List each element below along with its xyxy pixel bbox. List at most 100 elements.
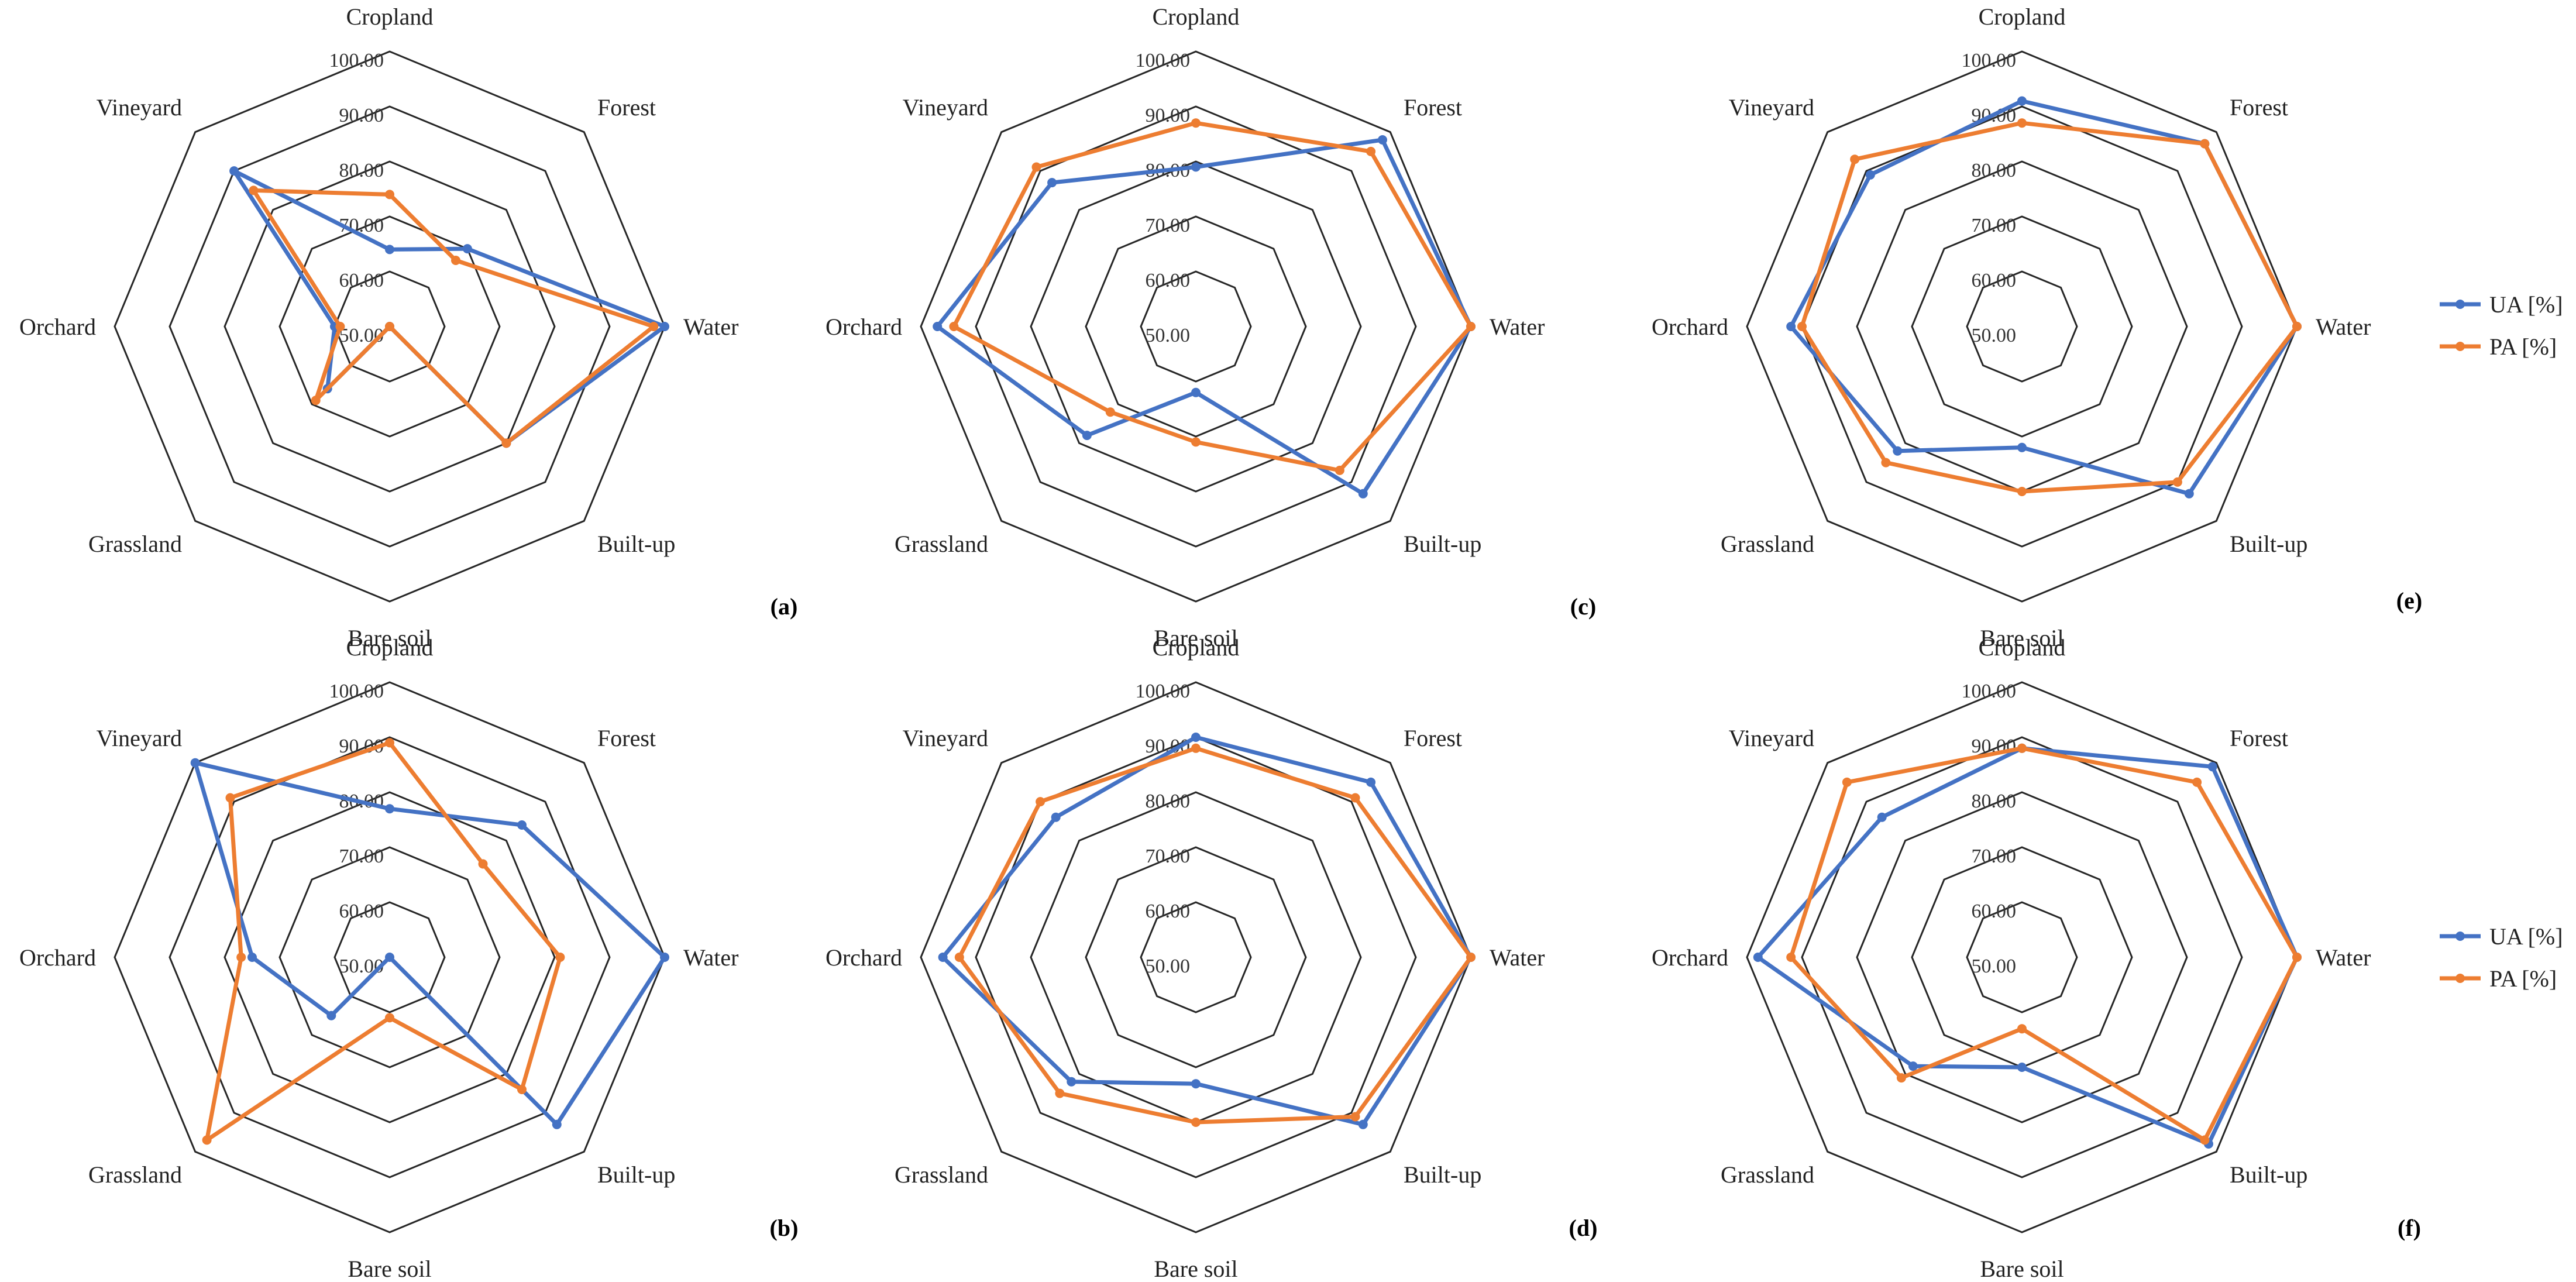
radial-tick-label: 70.00: [1146, 845, 1191, 867]
category-label: Grassland: [88, 1161, 182, 1188]
category-label: Vineyard: [903, 725, 988, 751]
radial-tick-label: 100.00: [1962, 680, 2017, 702]
pa-data-point: [1881, 458, 1891, 468]
ua-data-point: [660, 322, 669, 331]
radial-tick-label: 80.00: [1146, 790, 1191, 812]
pa-data-point: [335, 322, 345, 331]
radial-tick-label: 60.00: [339, 901, 384, 922]
pa-data-point: [1191, 437, 1201, 447]
radial-tick-label: 100.00: [1136, 680, 1191, 702]
pa-data-point: [1191, 118, 1201, 128]
ua-data-point: [1191, 162, 1201, 172]
ua-data-point: [1191, 1079, 1201, 1089]
radial-tick-label: 60.00: [1972, 270, 2017, 291]
legend-top: UA [%] PA [%]: [2440, 291, 2563, 360]
radar-panel: 50.0060.0070.0080.0090.00100.00CroplandF…: [1652, 634, 2421, 1282]
radial-tick-label: 80.00: [1972, 790, 2017, 812]
category-label: Bare soil: [348, 1256, 431, 1282]
category-label: Orchard: [1652, 944, 1728, 971]
category-label: Built-up: [1404, 531, 1481, 557]
grid-ring: [168, 105, 611, 548]
radar-panel: 50.0060.0070.0080.0090.00100.00CroplandF…: [19, 634, 798, 1282]
pa-data-point: [1031, 162, 1041, 172]
pa-data-point: [478, 859, 488, 869]
category-label: Grassland: [1721, 1161, 1814, 1188]
category-label: Water: [2316, 944, 2371, 971]
category-label: Grassland: [895, 1161, 988, 1188]
radial-tick-label: 70.00: [339, 845, 384, 867]
ua-series-line: [193, 761, 667, 1127]
radial-tick-label: 90.00: [339, 105, 384, 126]
ua-data-point: [1191, 733, 1201, 742]
legend-pa-marker-top: [2455, 342, 2465, 351]
radial-tick-label: 50.00: [339, 956, 384, 977]
pa-data-point: [1842, 777, 1852, 787]
pa-data-point: [1350, 1112, 1360, 1122]
category-label: Water: [1490, 944, 1545, 971]
pa-data-point: [1797, 322, 1807, 331]
ua-data-point: [1786, 322, 1796, 331]
legend-ua-marker-top: [2455, 300, 2465, 309]
category-label: Bare soil: [1980, 625, 2063, 651]
panel-label: (a): [771, 593, 798, 620]
grid-ring: [1911, 215, 2133, 438]
grid-ring: [1801, 736, 2243, 1178]
pa-series-line: [1789, 746, 2299, 1142]
pa-data-point: [649, 322, 659, 331]
radial-tick-label: 50.00: [1972, 325, 2017, 346]
ua-data-point: [385, 245, 394, 255]
radial-tick-label: 60.00: [1146, 270, 1191, 291]
pa-data-point: [1896, 1073, 1906, 1083]
ua-data-point: [1358, 489, 1368, 499]
category-label: Forest: [1404, 725, 1462, 751]
pa-data-point: [1191, 743, 1201, 753]
pa-data-point: [1036, 797, 1045, 807]
category-label: Water: [2316, 314, 2371, 340]
ua-data-point: [190, 758, 200, 768]
pa-data-point: [225, 793, 235, 803]
ua-data-point: [326, 1011, 336, 1020]
grid-ring: [1030, 791, 1362, 1123]
grid-ring: [1746, 50, 2298, 603]
radar-charts: 50.00 60.00 70.00 80.00 90.00 100.00 Cropland F…: [19, 4, 2422, 1282]
radial-tick-label: 50.00: [339, 325, 384, 346]
pa-data-point: [555, 953, 565, 962]
legend-pa-marker-bottom: [2455, 974, 2465, 983]
grid-ring: [1085, 215, 1307, 438]
category-label: Cropland: [346, 4, 434, 30]
radial-tick-label: 100.00: [1962, 50, 2017, 71]
grid-ring: [920, 681, 1472, 1233]
ua-data-point: [552, 1119, 562, 1129]
radial-tick-label: 70.00: [1972, 215, 2017, 236]
grid-ring: [1030, 160, 1362, 493]
radial-tick-label: 80.00: [1972, 160, 2017, 181]
grid-ring: [1966, 901, 2078, 1013]
pa-data-point: [2017, 743, 2027, 753]
pa-data-point: [1350, 793, 1360, 803]
category-label: Forest: [2230, 94, 2288, 121]
category-label: Grassland: [88, 531, 182, 557]
radar-panel: 50.0060.0070.0080.0090.00100.00CroplandF…: [19, 4, 797, 651]
pa-data-point: [2292, 953, 2302, 962]
ua-data-point: [385, 953, 394, 962]
radial-tick-label: 60.00: [1146, 901, 1191, 922]
pa-data-point: [2017, 1024, 2027, 1034]
pa-data-point: [202, 1135, 212, 1145]
ua-data-point: [1358, 1119, 1368, 1129]
radial-tick-label: 60.00: [1972, 901, 2017, 922]
ua-data-point: [1877, 812, 1887, 822]
pa-data-point: [1191, 1118, 1201, 1127]
ua-data-point: [1191, 387, 1201, 397]
category-label: Bare soil: [348, 625, 431, 651]
category-label: Built-up: [2230, 1161, 2307, 1188]
grid-ring: [223, 791, 556, 1123]
ua-data-point: [660, 953, 669, 962]
ua-data-point: [1893, 446, 1903, 456]
pa-data-point: [1466, 953, 1476, 962]
category-label: Cropland: [1153, 4, 1240, 30]
category-label: Water: [683, 944, 739, 971]
ua-data-point: [1908, 1061, 1918, 1071]
ua-data-point: [938, 953, 948, 962]
radial-tick-label: 50.00: [1146, 325, 1191, 346]
